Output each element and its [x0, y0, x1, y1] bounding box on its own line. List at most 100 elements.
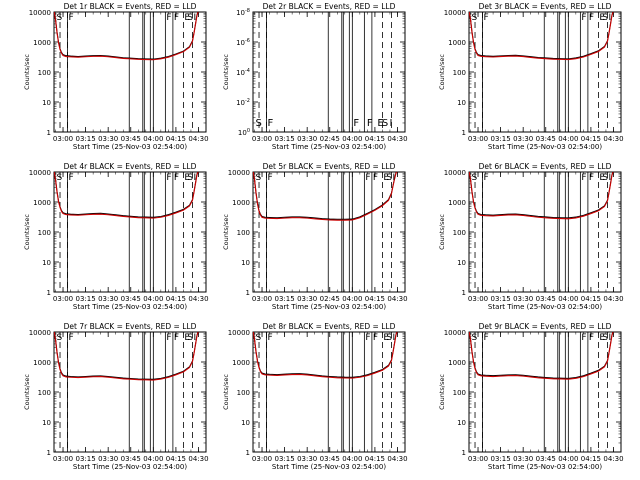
event-letter: S	[57, 13, 63, 23]
event-letter: S	[382, 118, 388, 129]
event-letter: S	[256, 173, 262, 183]
y-tick-label: 1000	[232, 359, 250, 367]
y-tick-label: 10000	[444, 169, 466, 177]
x-tick-label: 04:15	[365, 295, 385, 303]
x-axis-label: Start Time (25-Nov-03 02:54:00)	[73, 143, 187, 151]
x-tick-label: 03:00	[252, 455, 272, 463]
y-axis-label: Counts/sec	[438, 54, 446, 90]
y-tick-label: 10000	[444, 329, 466, 337]
y-tick-label: 1000	[33, 359, 51, 367]
event-letter: F	[589, 173, 594, 183]
x-tick-label: 04:00	[143, 135, 163, 143]
x-tick-label: 03:00	[468, 295, 488, 303]
x-tick-label: 04:30	[387, 455, 407, 463]
y-tick-label: 1	[462, 289, 466, 297]
event-letter: S	[602, 333, 608, 343]
x-tick-label: 04:30	[188, 455, 208, 463]
y-tick-label: 10	[457, 259, 466, 267]
x-axis-label: Start Time (25-Nov-03 02:54:00)	[488, 143, 602, 151]
y-axis-label: Counts/sec	[23, 214, 31, 250]
event-letter: S	[187, 333, 193, 343]
x-tick-label: 04:00	[342, 455, 362, 463]
y-tick-label: 100	[453, 229, 466, 237]
y-tick-label: 10000	[228, 169, 250, 177]
x-axis-label: Start Time (25-Nov-03 02:54:00)	[272, 463, 386, 471]
event-letter: I	[608, 333, 611, 343]
y-tick-label: 10-2	[236, 98, 250, 107]
event-letter: F	[166, 333, 171, 343]
panel-det-3: Det 3r BLACK = Events, RED = LLD 1 10 100 10…	[438, 2, 624, 151]
x-tick-label: 03:00	[53, 135, 73, 143]
y-tick-label: 10	[42, 99, 51, 107]
plot-area	[469, 12, 614, 132]
x-tick-label: 04:00	[342, 135, 362, 143]
y-axis-label: Counts/sec	[438, 214, 446, 250]
y-tick-label: 1000	[448, 359, 466, 367]
x-tick-label: 03:45	[536, 295, 556, 303]
x-tick-label: 04:00	[558, 295, 578, 303]
panel-title: Det 2r BLACK = Events, RED = LLD	[263, 2, 396, 11]
x-tick-label: 03:15	[76, 135, 96, 143]
event-letter: I	[389, 118, 392, 129]
x-tick-label: 04:00	[143, 455, 163, 463]
panel-title: Det 9r BLACK = Events, RED = LLD	[479, 322, 612, 331]
event-letter: E	[377, 118, 383, 129]
event-letter: S	[57, 173, 63, 183]
y-tick-label: 10	[42, 419, 51, 427]
event-letter: S	[472, 13, 478, 23]
y-axis-label: Counts/sec	[222, 374, 230, 410]
y-tick-label: 100	[453, 389, 466, 397]
event-letter: S	[187, 13, 193, 23]
x-tick-label: 04:00	[342, 295, 362, 303]
x-tick-label: 03:45	[536, 135, 556, 143]
x-tick-label: 03:45	[121, 135, 141, 143]
y-tick-label: 1000	[232, 199, 250, 207]
event-letter: S	[386, 173, 392, 183]
x-axis-label: Start Time (25-Nov-03 02:54:00)	[488, 303, 602, 311]
y-tick-label: 10	[241, 419, 250, 427]
event-letter: S	[472, 333, 478, 343]
plot-area	[469, 172, 614, 292]
event-letter: S	[256, 333, 262, 343]
panel-title: Det 1r BLACK = Events, RED = LLD	[64, 2, 197, 11]
event-letter: I	[193, 173, 196, 183]
plot-area	[258, 12, 392, 132]
y-tick-label: 1	[47, 129, 51, 137]
event-letter: S	[472, 173, 478, 183]
y-tick-label: 1	[462, 129, 466, 137]
x-tick-label: 04:30	[387, 295, 407, 303]
event-letter: F	[268, 173, 273, 183]
panel-det-6: Det 6r BLACK = Events, RED = LLD 1 10 100 10…	[438, 162, 624, 311]
x-tick-label: 04:30	[603, 295, 623, 303]
y-tick-label: 100	[238, 128, 250, 137]
series-lld	[253, 332, 398, 379]
y-tick-label: 1000	[33, 199, 51, 207]
x-tick-label: 03:15	[491, 455, 511, 463]
x-axis-label: Start Time (25-Nov-03 02:54:00)	[73, 463, 187, 471]
x-tick-label: 04:30	[603, 455, 623, 463]
y-tick-label: 10000	[29, 169, 51, 177]
x-tick-label: 04:00	[558, 455, 578, 463]
series-lld	[54, 172, 199, 219]
event-letter: F	[69, 13, 74, 23]
panel-det-4: Det 4r BLACK = Events, RED = LLD 1 10 100 10…	[23, 162, 209, 311]
event-letter: F	[581, 173, 586, 183]
y-tick-label: 10	[42, 259, 51, 267]
y-tick-label: 10-8	[236, 8, 250, 17]
x-tick-label: 03:30	[513, 295, 533, 303]
x-tick-label: 03:45	[121, 455, 141, 463]
x-tick-label: 04:15	[581, 135, 601, 143]
x-tick-label: 04:15	[581, 455, 601, 463]
event-letter: S	[256, 118, 262, 129]
event-letter: F	[268, 333, 273, 343]
x-tick-label: 03:30	[98, 295, 118, 303]
event-letter: S	[602, 173, 608, 183]
plot-area	[253, 332, 398, 452]
event-letter: F	[69, 173, 74, 183]
event-letter: F	[365, 333, 370, 343]
y-tick-label: 100	[38, 69, 51, 77]
x-tick-label: 03:15	[275, 455, 295, 463]
panel-title: Det 5r BLACK = Events, RED = LLD	[263, 162, 396, 171]
event-letter: F	[166, 13, 171, 23]
x-tick-label: 02:45	[320, 295, 340, 303]
